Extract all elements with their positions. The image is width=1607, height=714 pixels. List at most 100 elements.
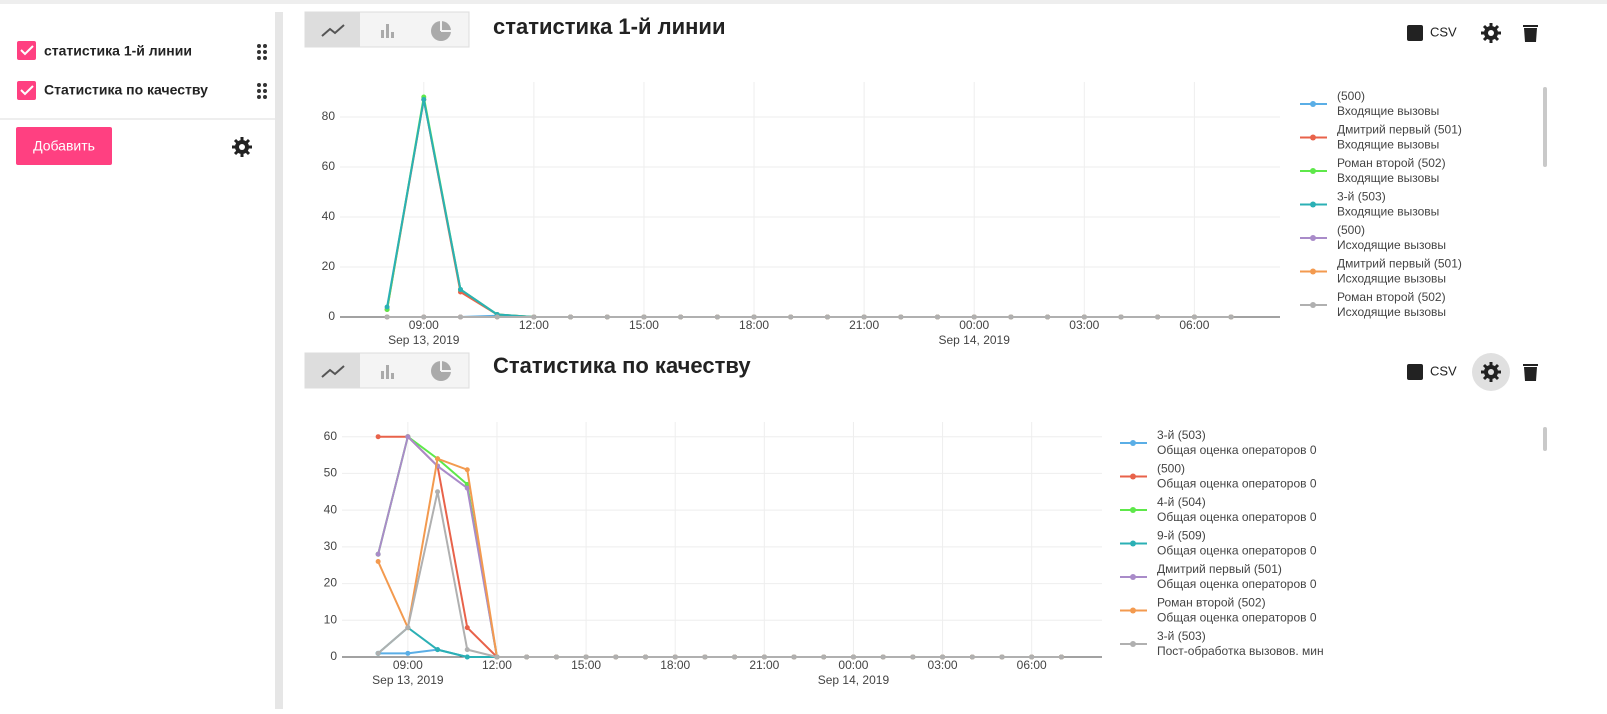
sidebar-divider	[275, 12, 283, 709]
legend-metric: Общая оценка операторов 0	[1157, 443, 1317, 457]
data-point	[375, 434, 381, 440]
data-point	[613, 654, 619, 660]
legend-label[interactable]: (500)	[1337, 89, 1365, 103]
delete-icon[interactable]	[1523, 364, 1538, 381]
chart-title: Статистика по качеству	[493, 353, 751, 378]
data-point	[1045, 314, 1051, 320]
pie-icon-cut	[440, 21, 451, 32]
legend-marker	[1130, 641, 1136, 647]
legend-label[interactable]: Роман второй (502)	[1337, 290, 1446, 304]
checkbox[interactable]	[17, 81, 36, 100]
bar-icon[interactable]	[381, 24, 394, 38]
data-point	[788, 314, 794, 320]
data-point	[405, 650, 411, 656]
legend-marker	[1310, 201, 1316, 208]
y-tick-label: 40	[324, 502, 338, 516]
data-point	[1081, 314, 1087, 320]
settings-icon[interactable]	[1481, 23, 1501, 43]
legend-label[interactable]: Дмитрий первый (501)	[1157, 562, 1282, 576]
data-point	[464, 467, 470, 473]
legend-label[interactable]: 9-й (509)	[1157, 529, 1206, 543]
sidebar-item[interactable]: статистика 1-й линии	[44, 43, 192, 59]
data-point	[861, 314, 867, 320]
legend-label[interactable]: (500)	[1157, 462, 1185, 476]
legend-metric: Входящие вызовы	[1337, 104, 1439, 118]
legend-marker	[1310, 134, 1316, 141]
data-point	[464, 485, 470, 491]
data-point	[821, 654, 827, 660]
data-point	[435, 489, 441, 495]
x-tick-label: 18:00	[739, 318, 769, 332]
x-tick-label: 15:00	[571, 658, 601, 672]
legend-label[interactable]: Роман второй (502)	[1337, 156, 1446, 170]
legend-label[interactable]: Дмитрий первый (501)	[1337, 123, 1462, 137]
toggle-line[interactable]	[305, 12, 360, 47]
legend-marker	[1130, 540, 1136, 547]
csv-button[interactable]: CSV	[1430, 363, 1457, 378]
legend-label[interactable]: Дмитрий первый (501)	[1337, 257, 1462, 271]
y-tick-label: 60	[322, 159, 336, 173]
save-icon[interactable]	[1407, 25, 1423, 41]
data-point	[494, 654, 500, 660]
drag-handle[interactable]	[257, 44, 267, 60]
csv-button[interactable]: CSV	[1430, 24, 1457, 39]
data-point	[435, 647, 441, 653]
y-tick-label: 10	[324, 612, 338, 626]
checkbox[interactable]	[17, 41, 36, 60]
x-date-label: Sep 13, 2019	[388, 333, 460, 347]
toggle-line[interactable]	[305, 353, 360, 388]
legend-label[interactable]: 4-й (504)	[1157, 495, 1206, 509]
data-point	[824, 314, 830, 320]
data-point	[384, 314, 390, 320]
data-point	[384, 304, 390, 310]
data-point	[935, 314, 941, 320]
x-tick-label: 12:00	[482, 658, 512, 672]
y-tick-label: 50	[324, 466, 338, 480]
chart-type-toggle	[304, 352, 470, 389]
data-point	[464, 654, 470, 660]
data-point	[1118, 314, 1124, 320]
x-date-label: Sep 14, 2019	[818, 673, 890, 687]
x-tick-label: 06:00	[1179, 318, 1209, 332]
data-point	[643, 654, 649, 660]
legend-label[interactable]: 3-й (503)	[1157, 629, 1206, 643]
legend-label[interactable]: 3-й (503)	[1337, 190, 1386, 204]
legend-metric: Общая оценка операторов 0	[1157, 611, 1317, 625]
data-point	[672, 654, 678, 660]
data-point	[641, 314, 647, 320]
y-tick-label: 0	[330, 649, 337, 663]
legend-label[interactable]: Роман второй (502)	[1157, 596, 1266, 610]
data-point	[464, 647, 470, 653]
data-point	[999, 654, 1005, 660]
delete-icon[interactable]	[1523, 25, 1538, 42]
settings-icon[interactable]	[232, 137, 252, 157]
sidebar-item[interactable]: Статистика по качеству	[44, 82, 208, 98]
legend-label[interactable]: 3-й (503)	[1157, 428, 1206, 442]
data-point	[751, 314, 757, 320]
legend-scrollbar[interactable]	[1543, 87, 1547, 167]
add-button[interactable]	[16, 127, 112, 165]
drag-handle[interactable]	[257, 83, 267, 99]
save-icon[interactable]	[1407, 364, 1423, 380]
data-point	[375, 551, 381, 557]
legend-scrollbar[interactable]	[1543, 427, 1547, 451]
legend-label[interactable]: (500)	[1337, 223, 1365, 237]
data-point	[702, 654, 708, 660]
check-mark	[20, 85, 34, 96]
data-point	[678, 314, 684, 320]
top-shadow	[0, 0, 1607, 4]
data-point	[1228, 314, 1234, 320]
bar-icon[interactable]	[381, 365, 394, 379]
data-point	[568, 314, 574, 320]
data-point	[850, 654, 856, 660]
data-point	[732, 654, 738, 660]
legend-marker	[1310, 235, 1316, 241]
legend-metric: Общая оценка операторов 0	[1157, 510, 1317, 524]
pie-icon-cut	[440, 361, 451, 372]
legend-marker	[1130, 607, 1136, 614]
data-point	[405, 434, 411, 440]
settings-icon[interactable]	[1481, 362, 1501, 382]
check-mark	[20, 45, 34, 56]
